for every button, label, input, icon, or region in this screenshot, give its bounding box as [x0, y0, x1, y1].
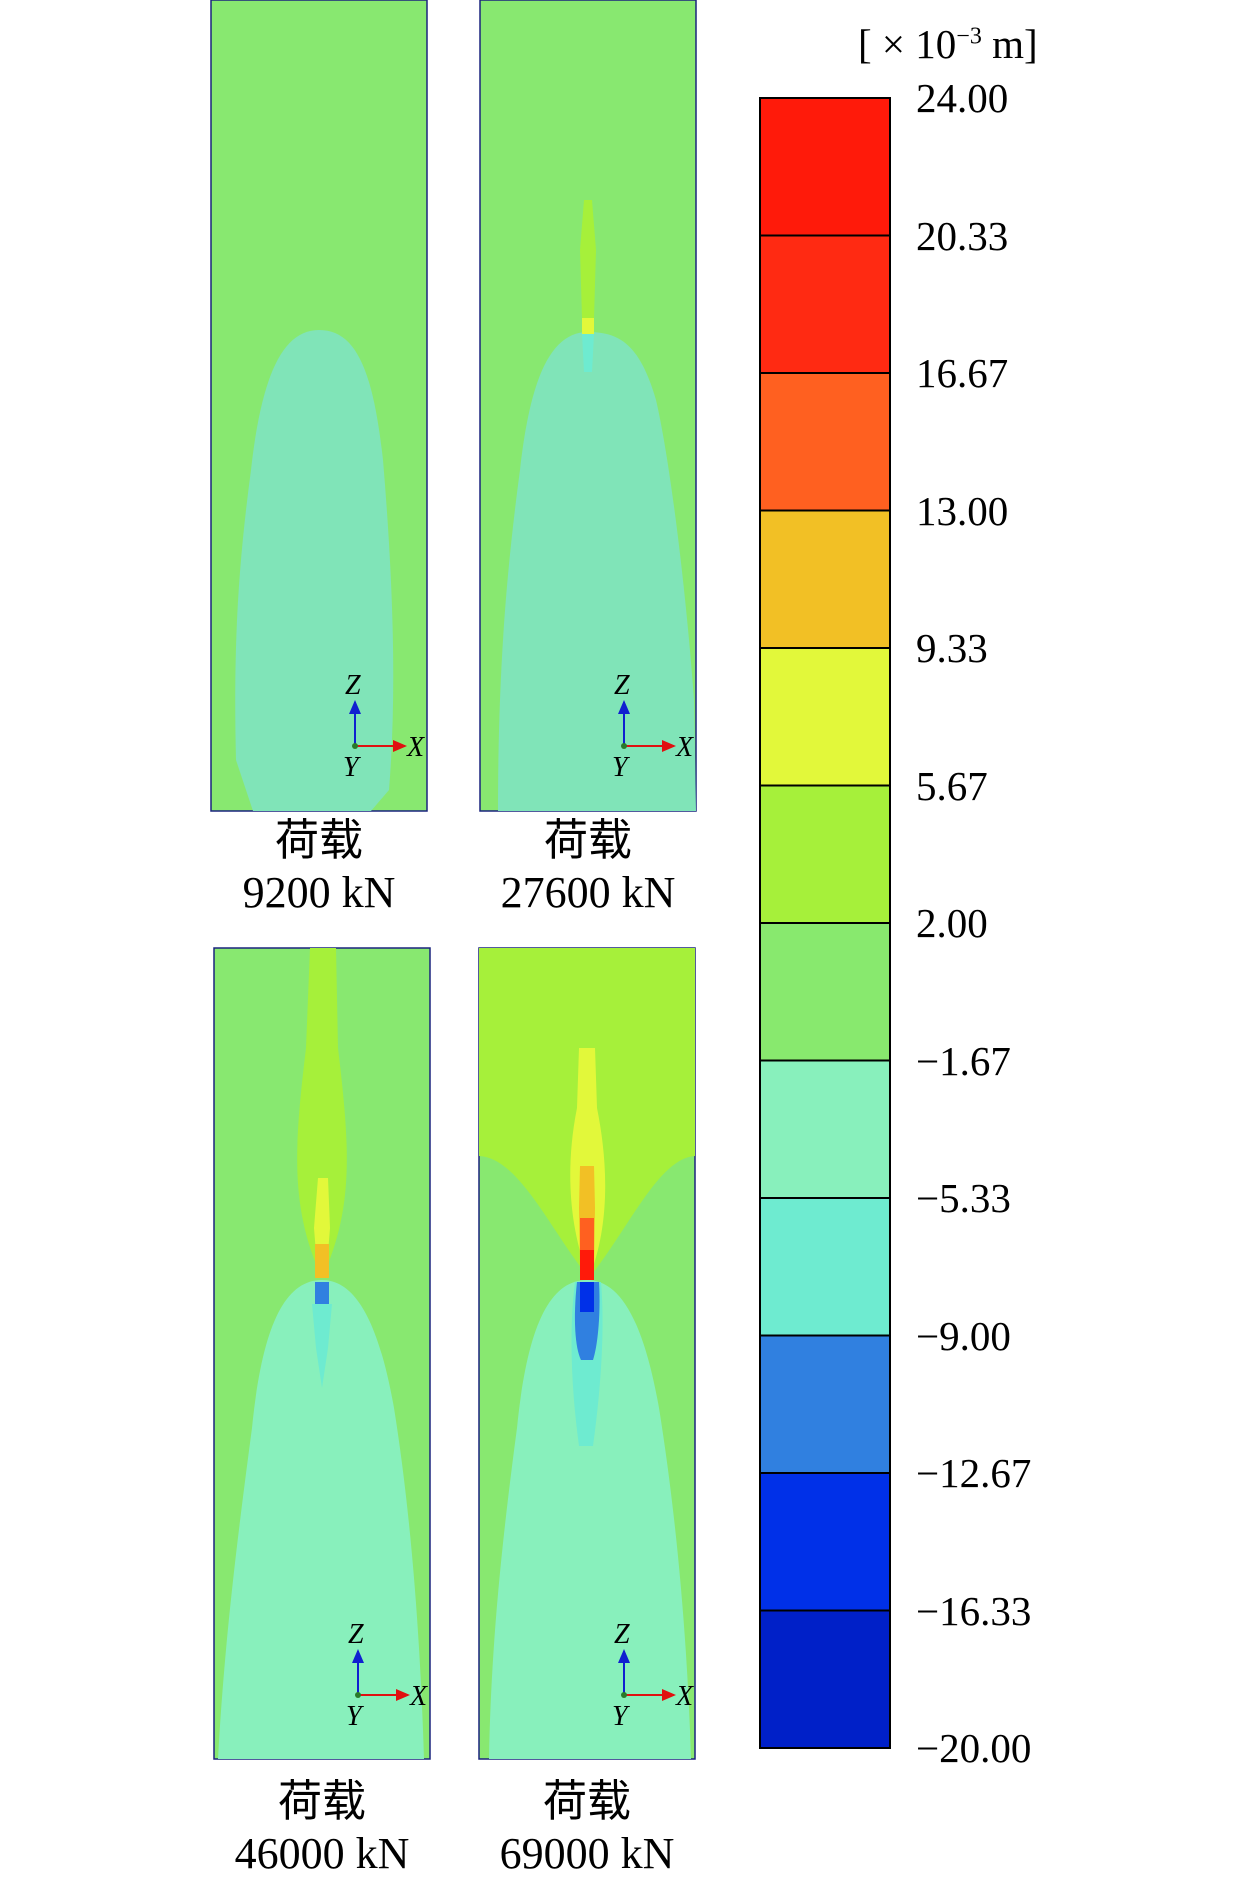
colorbar-tick-label: −12.67 [916, 1450, 1032, 1496]
svg-text:X: X [406, 732, 425, 763]
colorbar-unit: [ × 10−3 m] [858, 21, 1038, 67]
colorbar-band [759, 647, 891, 787]
colorbar-tick-label: −9.00 [916, 1312, 1011, 1359]
axis-triad-2: Z X Y [612, 670, 694, 783]
colorbar-tick-label: 9.33 [916, 625, 988, 671]
colorbar-tick-label: 20.33 [916, 212, 1009, 259]
caption-panel-1: 荷载 9200 kN [242, 816, 396, 917]
svg-text:X: X [409, 1681, 428, 1712]
axis-triad-3: Z X Y [346, 1619, 428, 1732]
colorbar-band [759, 784, 891, 924]
svg-text:Y: Y [612, 1701, 631, 1732]
colorbar-band [759, 1472, 891, 1612]
axis-triad-1: Z X Y [343, 670, 425, 783]
colorbar-tick-label: 24.00 [916, 75, 1009, 121]
contour-panel-2 [479, 0, 697, 812]
svg-text:X: X [675, 732, 694, 763]
colorbar-tick-label: 5.67 [916, 762, 988, 809]
colorbar-tick-label: −1.67 [916, 1037, 1011, 1084]
colorbar-tick-label: 16.67 [916, 350, 1009, 396]
svg-text:Z: Z [348, 1619, 364, 1650]
colorbar-band [759, 234, 891, 374]
axis-triad-4: Z X Y [612, 1619, 694, 1732]
caption-panel-2: 荷载 27600 kN [500, 816, 676, 917]
colorbar-band [759, 97, 891, 237]
svg-text:Z: Z [614, 670, 630, 701]
colorbar [759, 97, 891, 1749]
colorbar-band [759, 509, 891, 649]
svg-text:Y: Y [343, 752, 362, 783]
colorbar-tick-label: −20.00 [916, 1725, 1032, 1771]
colorbar-band [759, 1334, 891, 1474]
caption-panel-3: 荷载 46000 kN [234, 1777, 410, 1878]
colorbar-band [759, 372, 891, 512]
contour-panel-1 [210, 0, 428, 812]
colorbar-tick-label: −16.33 [916, 1587, 1032, 1634]
svg-text:X: X [675, 1681, 694, 1712]
colorbar-band [759, 1609, 891, 1749]
svg-text:Z: Z [345, 670, 361, 701]
svg-text:Z: Z [614, 1619, 630, 1650]
svg-text:Y: Y [346, 1701, 365, 1732]
colorbar-tick-label: −5.33 [916, 1175, 1011, 1221]
colorbar-band [759, 1059, 891, 1199]
contour-panel-3 [213, 947, 431, 1760]
colorbar-band [759, 922, 891, 1062]
colorbar-band [759, 1197, 891, 1337]
contour-panel-4 [478, 947, 696, 1760]
colorbar-tick-label: 13.00 [916, 487, 1009, 534]
svg-text:Y: Y [612, 752, 631, 783]
caption-panel-4: 荷载 69000 kN [499, 1777, 675, 1878]
colorbar-tick-label: 2.00 [916, 900, 988, 946]
